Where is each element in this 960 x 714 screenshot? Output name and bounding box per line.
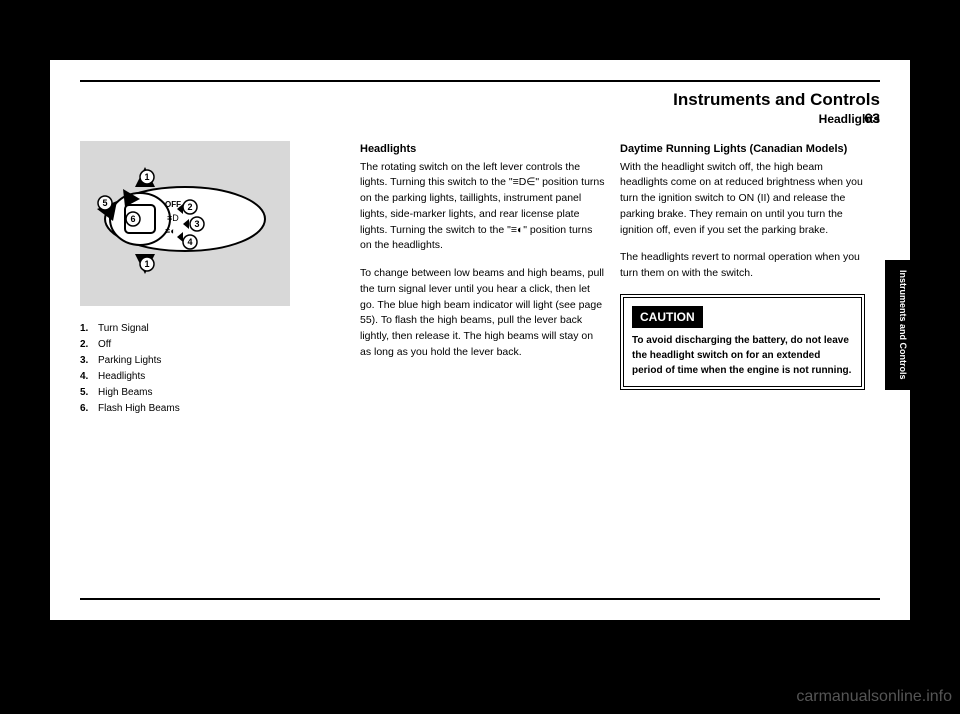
header-rule [80,80,880,82]
headlights-icon: ≡◐ [511,224,523,236]
svg-text:1: 1 [144,172,149,182]
svg-text:2: 2 [187,202,192,212]
page-number: 63 [864,110,880,126]
svg-text:5: 5 [102,198,107,208]
legend-item: 3.Parking Lights [80,353,345,369]
column-2: Headlights The rotating switch on the le… [360,141,605,417]
section-heading: Headlights [360,141,605,158]
legend-num: 6. [80,401,98,417]
legend-item: 2.Off [80,337,345,353]
legend-item: 6.Flash High Beams [80,401,345,417]
svg-text:6: 6 [130,214,135,224]
parking-lights-icon: ≡D∈ [513,176,536,188]
paragraph: To change between low beams and high bea… [360,266,605,361]
paragraph: The rotating switch on the left lever co… [360,160,605,255]
svg-text:3: 3 [194,219,199,229]
legend-num: 1. [80,321,98,337]
svg-text:4: 4 [187,237,192,247]
svg-text:≡◐: ≡◐ [165,226,176,236]
legend-item: 4.Headlights [80,369,345,385]
footer-rule [80,598,880,600]
content-columns: 1 1 5 6 2 3 4 OFF ≡D ≡◐ [80,141,880,417]
legend-num: 5. [80,385,98,401]
legend-text: Flash High Beams [98,401,180,417]
legend-list: 1.Turn Signal 2.Off 3.Parking Lights 4.H… [80,321,345,417]
legend-num: 2. [80,337,98,353]
lever-svg: 1 1 5 6 2 3 4 OFF ≡D ≡◐ [85,149,285,299]
legend-num: 3. [80,353,98,369]
title-section: Instruments and Controls Headlights [80,90,880,126]
column-3: Daytime Running Lights (Canadian Models)… [620,141,865,417]
watermark: carmanualsonline.info [796,688,952,706]
paragraph: With the headlight switch off, the high … [620,160,865,239]
sub-title: Headlights [80,112,880,126]
caution-label: CAUTION [632,306,703,328]
legend-text: High Beams [98,385,152,401]
legend-text: Turn Signal [98,321,149,337]
svg-text:≡D: ≡D [167,213,179,223]
section-heading: Daytime Running Lights (Canadian Models) [620,141,865,158]
manual-page: 63 Instruments and Controls Headlights 1 [50,60,910,620]
caution-box: CAUTION To avoid discharging the battery… [620,294,865,390]
column-1: 1 1 5 6 2 3 4 OFF ≡D ≡◐ [80,141,345,417]
legend-text: Off [98,337,111,353]
legend-text: Parking Lights [98,353,161,369]
side-tab: Instruments and Controls [885,260,910,390]
legend-item: 5.High Beams [80,385,345,401]
legend-text: Headlights [98,369,145,385]
lever-diagram: 1 1 5 6 2 3 4 OFF ≡D ≡◐ [80,141,290,306]
svg-text:1: 1 [144,259,149,269]
caution-text: To avoid discharging the battery, do not… [632,333,853,378]
legend-num: 4. [80,369,98,385]
main-title: Instruments and Controls [80,90,880,110]
paragraph: The headlights revert to normal operatio… [620,250,865,282]
legend-item: 1.Turn Signal [80,321,345,337]
